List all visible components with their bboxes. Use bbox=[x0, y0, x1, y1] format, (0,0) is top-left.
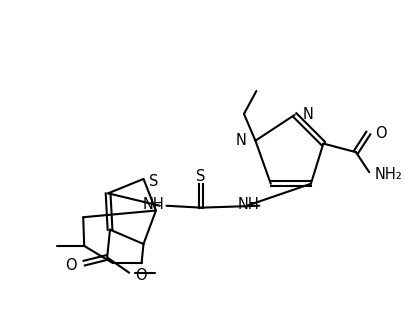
Text: S: S bbox=[149, 174, 159, 189]
Text: N: N bbox=[302, 107, 313, 122]
Text: O: O bbox=[65, 258, 76, 273]
Text: N: N bbox=[236, 133, 247, 148]
Text: NH: NH bbox=[238, 197, 260, 212]
Text: S: S bbox=[196, 168, 206, 183]
Text: NH: NH bbox=[142, 197, 164, 212]
Text: NH₂: NH₂ bbox=[375, 167, 403, 182]
Text: O: O bbox=[135, 268, 147, 283]
Text: O: O bbox=[375, 125, 387, 140]
